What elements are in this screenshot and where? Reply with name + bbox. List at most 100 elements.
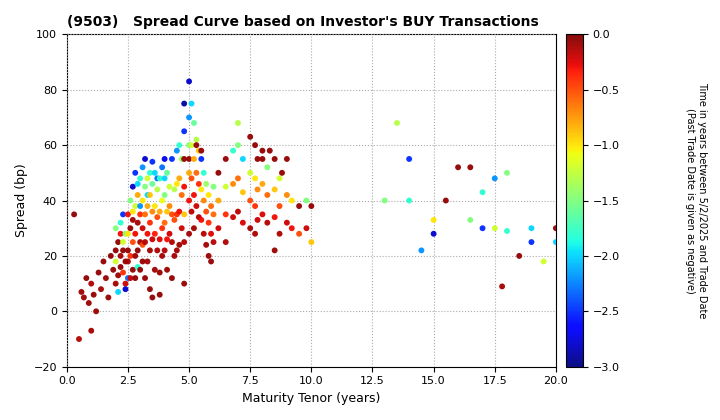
Point [166,156,178,163]
Point [142,175,153,182]
Point [526,225,537,231]
Point [276,169,288,176]
Point [120,280,131,287]
Point [305,203,317,210]
Point [95,286,107,292]
Point [166,239,178,245]
Point [184,231,195,237]
Point [191,203,202,210]
Point [200,208,212,215]
Point [196,156,207,163]
Y-axis label: Spread (bp): Spread (bp) [15,164,28,237]
Point [196,147,207,154]
Point [403,156,415,163]
Point [132,247,143,254]
Point [130,275,141,281]
Point [163,231,175,237]
Point [163,203,175,210]
Point [125,225,136,231]
Point [156,225,168,231]
Point [237,219,248,226]
Point [120,286,131,292]
Point [301,197,312,204]
Point [117,211,129,218]
Point [144,169,156,176]
Point [132,192,143,198]
Point [233,208,244,215]
Point [191,169,202,176]
Point [188,156,199,163]
Point [112,289,124,295]
Point [137,258,148,265]
Point [196,186,207,193]
Point [176,192,187,198]
Point [135,266,146,273]
Point [86,280,97,287]
Point [151,175,163,182]
Point [127,239,138,245]
Point [100,275,112,281]
Point [171,211,183,218]
Point [249,231,261,237]
Point [220,183,232,190]
Point [281,219,292,226]
Point [205,231,217,237]
Point [212,197,224,204]
Point [139,211,150,218]
Point [208,211,220,218]
Point [117,269,129,276]
Point [147,236,158,243]
Point [452,164,464,171]
Point [176,225,187,231]
Point [114,219,126,226]
Point [122,231,134,237]
Point [135,239,146,245]
Point [117,247,129,254]
Point [83,299,94,306]
Point [110,258,122,265]
Point [130,203,141,210]
Point [166,275,178,281]
Point [171,247,183,254]
Point [91,308,102,315]
Point [264,147,276,154]
Point [379,197,390,204]
Point [496,283,508,290]
Point [191,142,202,149]
Point [127,217,138,223]
Point [477,225,488,231]
Point [186,208,197,215]
Point [130,169,141,176]
Point [76,289,87,295]
X-axis label: Maturity Tenor (years): Maturity Tenor (years) [242,392,381,405]
Point [149,266,161,273]
Point [122,258,134,265]
Point [244,225,256,231]
Point [156,252,168,259]
Point [305,239,317,245]
Point [220,239,232,245]
Point [144,247,156,254]
Point [415,247,427,254]
Point [186,100,197,107]
Point [132,264,143,270]
Point [127,266,138,273]
Point [125,275,136,281]
Point [122,275,134,281]
Point [139,156,150,163]
Point [139,183,150,190]
Point [203,219,215,226]
Point [184,142,195,149]
Point [110,225,122,231]
Point [200,241,212,248]
Point [107,266,119,273]
Point [440,197,451,204]
Point [184,156,195,163]
Point [233,120,244,126]
Point [154,175,166,182]
Point [159,192,171,198]
Point [102,294,114,301]
Point [132,181,143,187]
Point [147,181,158,187]
Point [203,252,215,259]
